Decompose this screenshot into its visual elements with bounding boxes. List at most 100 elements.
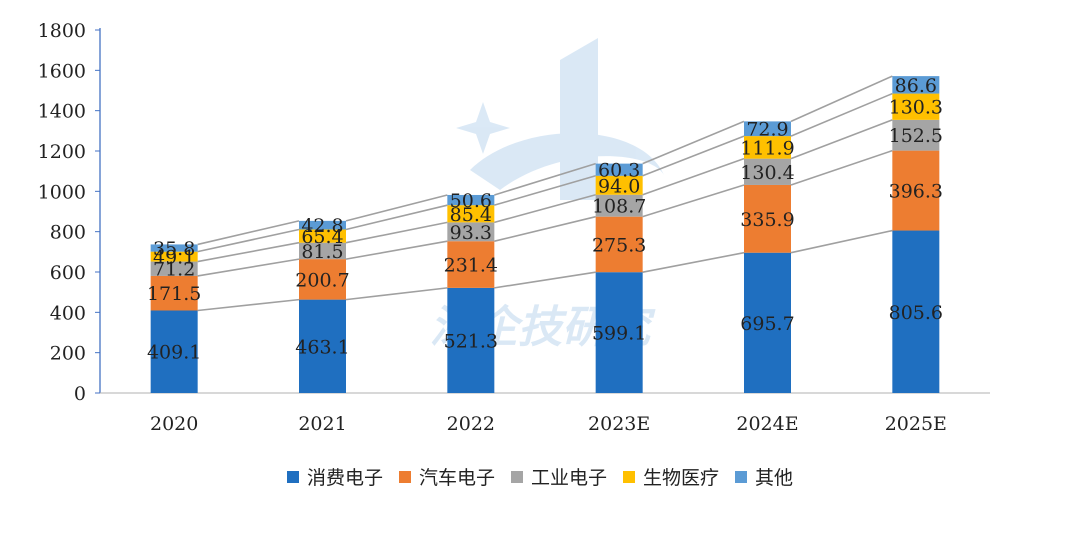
y-tick-label: 600 bbox=[50, 262, 86, 284]
x-tick-label: 2024E bbox=[736, 413, 798, 435]
data-label: 65.4 bbox=[301, 226, 343, 248]
data-label: 409.1 bbox=[147, 342, 201, 364]
y-tick-label: 1800 bbox=[38, 20, 86, 42]
series-line bbox=[790, 229, 893, 254]
series-line bbox=[197, 241, 300, 263]
series-line bbox=[197, 258, 300, 277]
bar-segment bbox=[150, 244, 198, 252]
bar-segment bbox=[892, 150, 940, 231]
y-tick-label: 0 bbox=[74, 383, 86, 405]
legend-item: 工业电子 bbox=[510, 463, 607, 490]
bar-segment bbox=[150, 310, 198, 393]
series-line bbox=[197, 228, 300, 253]
legend-swatch bbox=[286, 470, 299, 483]
data-label: 130.3 bbox=[889, 97, 943, 119]
data-label: 130.4 bbox=[740, 162, 794, 184]
data-label: 231.4 bbox=[444, 255, 498, 277]
legend-item: 消费电子 bbox=[286, 463, 383, 490]
data-label: 86.6 bbox=[895, 75, 937, 97]
y-tick-label: 400 bbox=[50, 302, 86, 324]
series-line bbox=[345, 221, 448, 244]
series-line bbox=[642, 184, 745, 218]
bar-segment bbox=[892, 119, 940, 151]
series-line bbox=[642, 135, 745, 177]
data-label: 599.1 bbox=[592, 323, 646, 345]
legend-item: 汽车电子 bbox=[398, 463, 495, 490]
y-tick-label: 1000 bbox=[38, 181, 86, 203]
data-label: 111.9 bbox=[740, 137, 794, 159]
x-tick-label: 2025E bbox=[885, 413, 947, 435]
bar-segment bbox=[744, 184, 791, 253]
data-label: 396.3 bbox=[889, 181, 943, 203]
bar-segment bbox=[299, 299, 346, 393]
data-labels: 409.1 171.571.249.135.8 463.1 200.7 81.565.4… bbox=[147, 75, 943, 364]
series-line bbox=[642, 120, 745, 165]
data-label: 71.2 bbox=[153, 259, 195, 281]
data-label: 49.1 bbox=[153, 247, 195, 269]
data-label: 60.3 bbox=[598, 160, 640, 182]
x-tick-label: 2023E bbox=[588, 413, 650, 435]
bar-segment bbox=[299, 242, 346, 260]
x-tick-label: 2022 bbox=[447, 413, 495, 435]
series-line bbox=[642, 157, 745, 196]
data-label: 35.8 bbox=[153, 238, 195, 260]
series-line bbox=[494, 175, 596, 206]
legend-label: 汽车电子 bbox=[418, 467, 495, 489]
legend-swatch bbox=[623, 470, 635, 483]
legend-item: 生物医疗 bbox=[623, 463, 719, 490]
bar-segment bbox=[595, 216, 643, 273]
legend-swatch bbox=[510, 470, 523, 483]
series-line bbox=[790, 149, 893, 186]
bar-segment bbox=[150, 251, 198, 262]
bar-segment bbox=[447, 205, 495, 223]
bar-segment bbox=[150, 275, 198, 311]
bar-segment bbox=[447, 194, 495, 206]
y-tick-label: 800 bbox=[50, 222, 86, 244]
bar-segment bbox=[299, 220, 346, 230]
y-tick-label: 1200 bbox=[38, 141, 86, 163]
bar-segment bbox=[595, 175, 643, 195]
series-line bbox=[790, 119, 893, 160]
data-label: 805.6 bbox=[889, 302, 943, 324]
data-label: 94.0 bbox=[598, 175, 640, 197]
data-label: 108.7 bbox=[592, 196, 646, 218]
series-line bbox=[790, 92, 893, 137]
watermark-logo-swoosh bbox=[470, 133, 664, 190]
legend: 消费电子 汽车电子 工业电子 生物医疗 其他 bbox=[0, 463, 1080, 490]
series-line bbox=[642, 251, 745, 273]
series-line bbox=[790, 75, 893, 123]
axes: 0 200 400 600 800 1000 1200 1400 1600 1800 2020 202… bbox=[38, 20, 990, 435]
series-line bbox=[345, 287, 448, 301]
bar-segment bbox=[892, 76, 940, 94]
series-line bbox=[197, 220, 300, 246]
y-tick-label: 1400 bbox=[38, 101, 86, 123]
data-label: 42.8 bbox=[301, 215, 343, 237]
data-label: 152.5 bbox=[889, 125, 943, 147]
bar-segment bbox=[744, 252, 791, 393]
bar-segment bbox=[595, 272, 643, 393]
series-line bbox=[494, 215, 596, 242]
data-label: 72.9 bbox=[746, 119, 788, 141]
legend-label: 其他 bbox=[755, 467, 794, 489]
legend-swatch bbox=[735, 470, 748, 483]
series-line bbox=[494, 162, 596, 196]
series-line bbox=[345, 240, 448, 260]
data-label: 695.7 bbox=[740, 313, 794, 335]
watermark-logo-shape bbox=[560, 38, 598, 200]
x-tick-label: 2021 bbox=[298, 413, 346, 435]
series-line bbox=[494, 271, 596, 289]
bar-segment bbox=[744, 121, 791, 137]
data-label: 200.7 bbox=[295, 269, 349, 291]
series-line bbox=[345, 204, 448, 231]
bar-segment bbox=[447, 241, 495, 288]
watermark-logo-star bbox=[456, 102, 510, 154]
series-lines bbox=[197, 75, 893, 312]
legend-item: 其他 bbox=[735, 463, 793, 490]
bar-segment bbox=[744, 158, 791, 185]
legend-label: 工业电子 bbox=[530, 467, 607, 489]
data-label: 171.5 bbox=[147, 283, 201, 305]
bar-segment bbox=[892, 230, 940, 393]
y-tick-label: 1600 bbox=[38, 60, 86, 82]
series-line bbox=[345, 194, 448, 222]
